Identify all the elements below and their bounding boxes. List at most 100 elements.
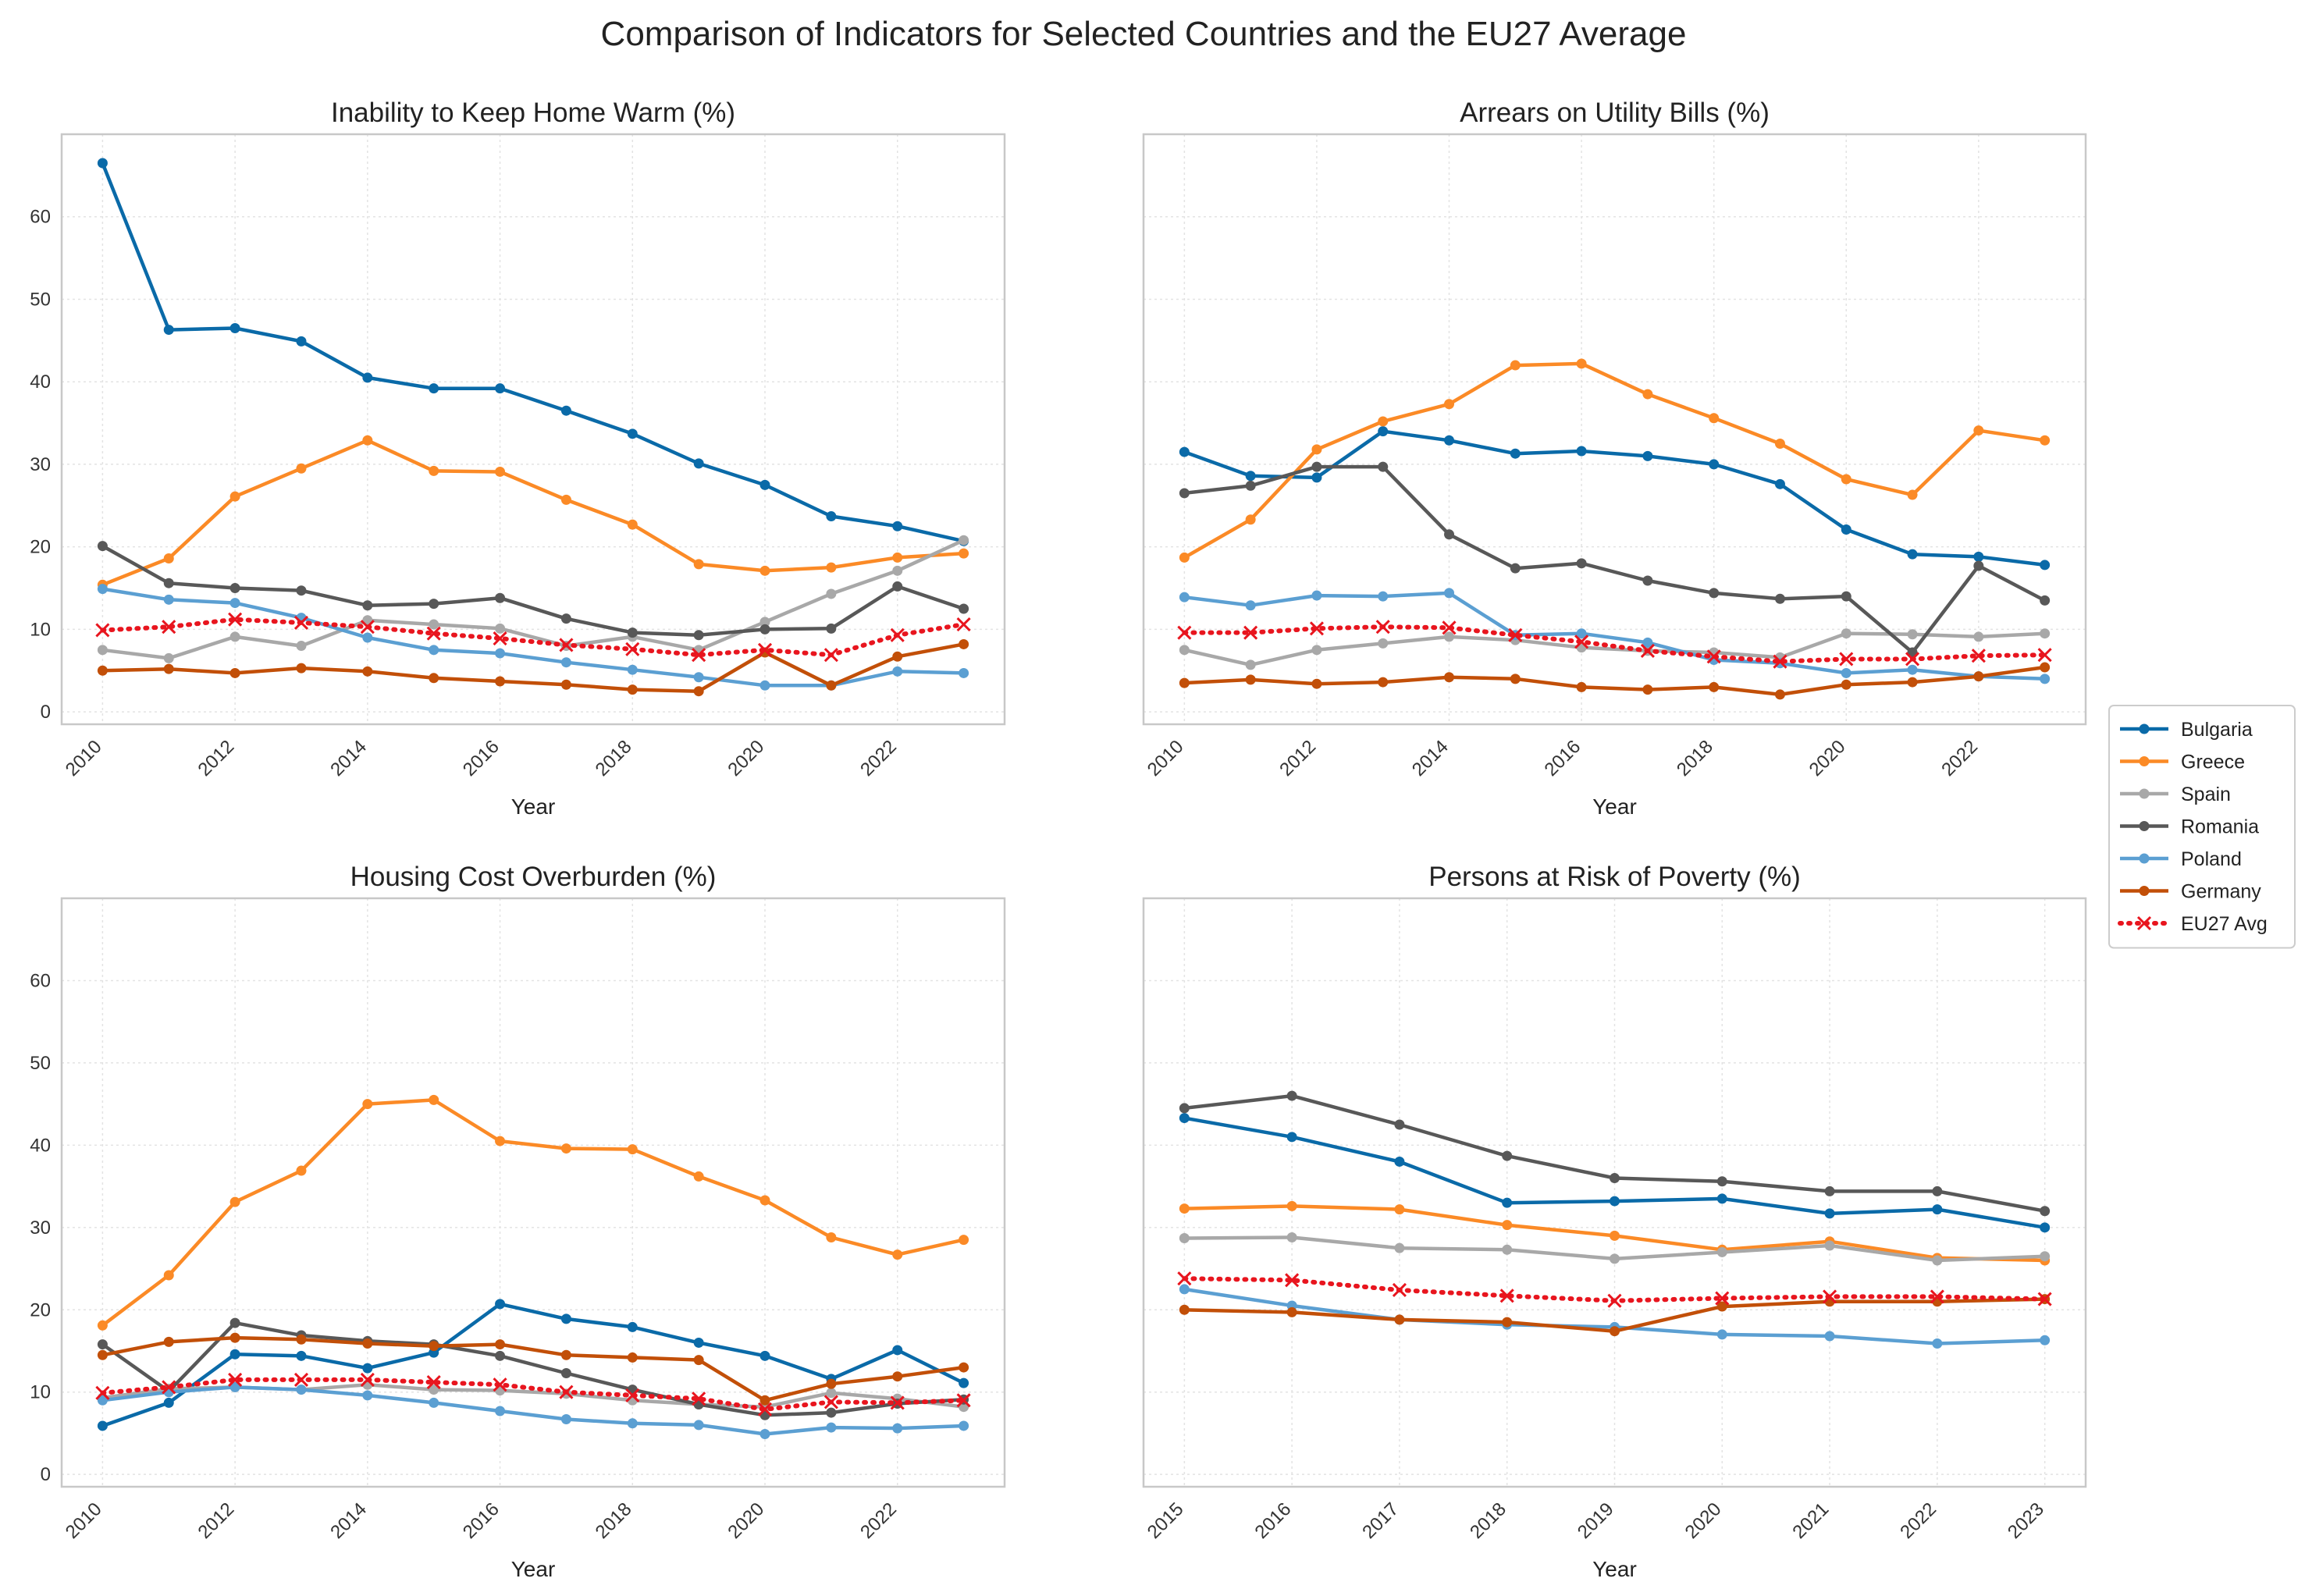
data-point-x-marker (426, 1375, 441, 1390)
legend-label: Poland (2181, 848, 2242, 870)
data-point (693, 559, 704, 570)
series-eu27-avg (95, 1372, 971, 1416)
data-point (959, 603, 969, 614)
legend-marker (2139, 853, 2150, 864)
legend-marker (2139, 886, 2150, 896)
data-point (1510, 563, 1521, 574)
data-point (959, 667, 969, 678)
series-line (1182, 624, 2047, 664)
legend-item-spain: Spain (2120, 784, 2231, 805)
data-point (362, 372, 373, 383)
x-tick-label: 2014 (1408, 736, 1453, 780)
x-tick-label: 2012 (194, 736, 239, 780)
series-greece (97, 435, 969, 590)
data-point (1709, 459, 1720, 470)
data-point (1311, 472, 1322, 483)
data-point (1245, 480, 1256, 491)
data-point-x-marker (293, 1372, 309, 1387)
data-point-x-marker (692, 1392, 706, 1406)
series-germany (1179, 662, 2051, 700)
data-point-x-marker (1971, 649, 1986, 663)
chart-panel-arrears-on-utility-bills: Arrears on Utility Bills (%) 2010 2012 2014… (1142, 98, 2087, 819)
data-point (1394, 1314, 1405, 1325)
series-poland (97, 584, 969, 691)
x-tick-label: 2017 (1358, 1498, 1403, 1543)
data-point (1932, 1185, 1943, 1196)
series-line (1184, 464, 2046, 655)
data-point (1973, 551, 1984, 562)
series-line (101, 1098, 965, 1328)
data-point (1973, 671, 1984, 682)
y-tick-label: 20 (30, 1299, 51, 1321)
data-point (1502, 1197, 1513, 1208)
x-axis-label: Year (511, 794, 556, 819)
data-point (2040, 662, 2051, 673)
data-point (1179, 1284, 1190, 1295)
data-point (1907, 664, 1918, 675)
data-point-x-marker (95, 623, 110, 638)
data-point (1502, 1150, 1513, 1161)
data-point (1444, 435, 1455, 446)
legend-label: Romania (2181, 816, 2259, 838)
data-point (1824, 1208, 1835, 1219)
data-point (1179, 552, 1190, 563)
data-point (627, 1352, 638, 1363)
data-point-x-marker (757, 1402, 773, 1416)
data-point (1824, 1331, 1835, 1342)
data-point (693, 672, 704, 683)
series-greece (1179, 358, 2051, 563)
data-point (693, 1420, 704, 1431)
series-romania (1179, 461, 2051, 658)
data-point (2040, 674, 2051, 684)
data-point (163, 553, 174, 563)
data-point (892, 666, 903, 677)
data-point (627, 627, 638, 638)
x-tick-label: 2016 (459, 1498, 503, 1543)
gridlines (1144, 898, 2086, 1487)
data-point (495, 1339, 506, 1350)
series-line (102, 1385, 964, 1436)
data-point (826, 1422, 837, 1433)
data-point (1179, 1304, 1190, 1315)
data-point-x-marker (823, 1395, 838, 1409)
y-tick-label: 30 (30, 1217, 51, 1239)
x-tick-label: 2022 (856, 1498, 901, 1543)
data-point (1179, 645, 1190, 656)
x-tick-label: 2012 (1275, 736, 1320, 780)
data-point (1378, 591, 1389, 602)
data-point (1841, 474, 1851, 485)
data-point (1394, 1242, 1405, 1253)
data-point (627, 519, 638, 530)
data-point (892, 1423, 903, 1434)
data-point (560, 494, 571, 505)
y-tick-label: 10 (30, 619, 51, 640)
data-point-x-marker (1375, 620, 1390, 634)
series-poland (97, 1381, 969, 1440)
data-point (826, 511, 837, 522)
data-point (495, 592, 506, 603)
data-point (627, 428, 638, 439)
x-tick-label: 2018 (1673, 736, 1717, 780)
data-point (560, 613, 571, 624)
data-point (1378, 638, 1389, 649)
series-line (101, 1335, 964, 1402)
legend-marker (2139, 723, 2150, 734)
data-point (163, 1336, 174, 1347)
data-point-x-marker (956, 1393, 971, 1408)
data-point (97, 541, 108, 552)
y-tick-label: 50 (30, 1053, 51, 1074)
data-point (1973, 425, 1984, 436)
data-point (296, 585, 307, 596)
data-point-x-marker (493, 631, 507, 646)
data-point-x-marker (823, 648, 838, 663)
data-point (759, 565, 770, 576)
data-point (1841, 667, 1851, 678)
data-point (429, 1341, 439, 1352)
legend-marker (2136, 915, 2152, 931)
legend-label: Spain (2181, 784, 2231, 805)
data-point-x-marker (426, 626, 441, 641)
data-point (1245, 600, 1256, 611)
x-axis-label: Year (1592, 1557, 1637, 1581)
data-point (1286, 1090, 1297, 1101)
data-point (627, 684, 638, 695)
